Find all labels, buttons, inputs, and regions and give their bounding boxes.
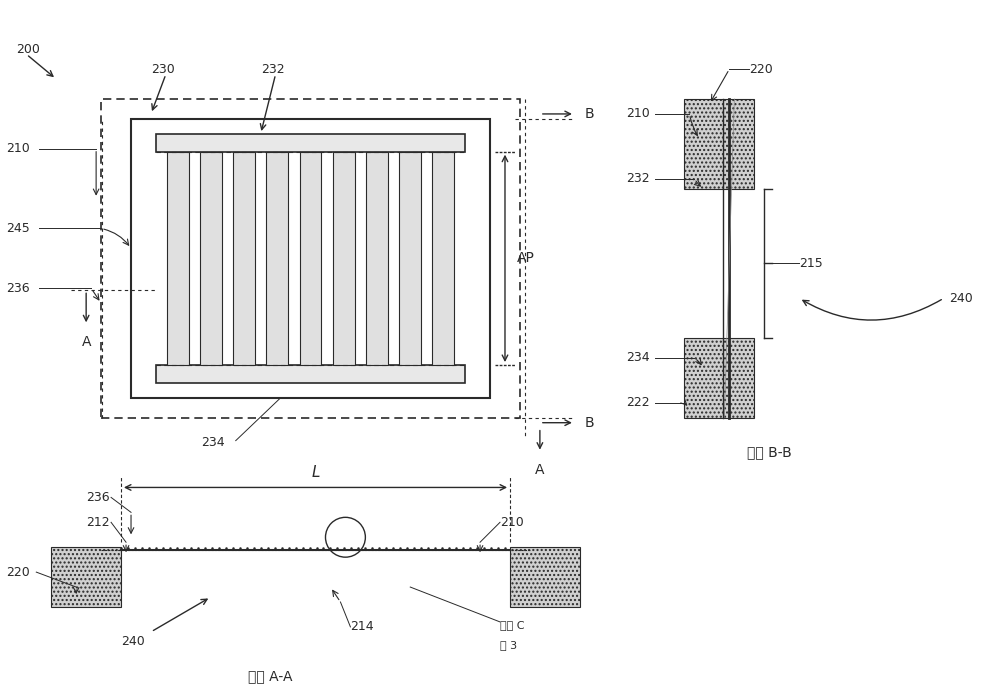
- Bar: [510, 547, 580, 607]
- Text: A: A: [535, 463, 545, 477]
- Text: 220: 220: [6, 565, 30, 579]
- Bar: [233, 151, 255, 365]
- Text: 212: 212: [86, 516, 110, 529]
- Bar: [156, 134, 465, 151]
- Bar: [266, 151, 288, 365]
- Bar: [167, 151, 189, 365]
- Text: 截面 A-A: 截面 A-A: [248, 669, 293, 683]
- Text: 240: 240: [949, 292, 973, 305]
- Text: 210: 210: [500, 516, 524, 529]
- Bar: [366, 151, 388, 365]
- Text: 234: 234: [201, 436, 224, 449]
- Text: 222: 222: [626, 396, 650, 409]
- Text: 图 3: 图 3: [500, 640, 517, 650]
- Text: 220: 220: [749, 63, 773, 75]
- Text: 210: 210: [6, 142, 30, 155]
- Text: 236: 236: [86, 491, 110, 504]
- Bar: [684, 338, 754, 417]
- Text: B: B: [585, 107, 594, 121]
- Text: 232: 232: [626, 172, 650, 185]
- Text: B: B: [585, 416, 594, 430]
- Bar: [333, 151, 355, 365]
- Text: 240: 240: [121, 635, 145, 648]
- Text: 234: 234: [626, 352, 650, 364]
- Bar: [432, 151, 454, 365]
- Text: 截面 B-B: 截面 B-B: [747, 445, 792, 459]
- Bar: [684, 99, 754, 188]
- Text: 214: 214: [350, 621, 374, 633]
- Bar: [300, 151, 321, 365]
- Bar: [200, 151, 222, 365]
- Text: AP: AP: [517, 251, 535, 265]
- Bar: [399, 151, 421, 365]
- Bar: [51, 547, 121, 607]
- Text: 232: 232: [261, 63, 284, 75]
- Text: 200: 200: [16, 43, 40, 56]
- Text: 230: 230: [151, 63, 175, 75]
- Text: 210: 210: [626, 107, 650, 121]
- Bar: [131, 119, 490, 398]
- Text: 细节 C: 细节 C: [500, 620, 524, 630]
- Text: A: A: [81, 335, 91, 349]
- Text: 236: 236: [6, 282, 30, 295]
- Text: 215: 215: [799, 257, 823, 270]
- Text: 245: 245: [6, 222, 30, 235]
- Text: L: L: [311, 466, 320, 480]
- Bar: [156, 365, 465, 383]
